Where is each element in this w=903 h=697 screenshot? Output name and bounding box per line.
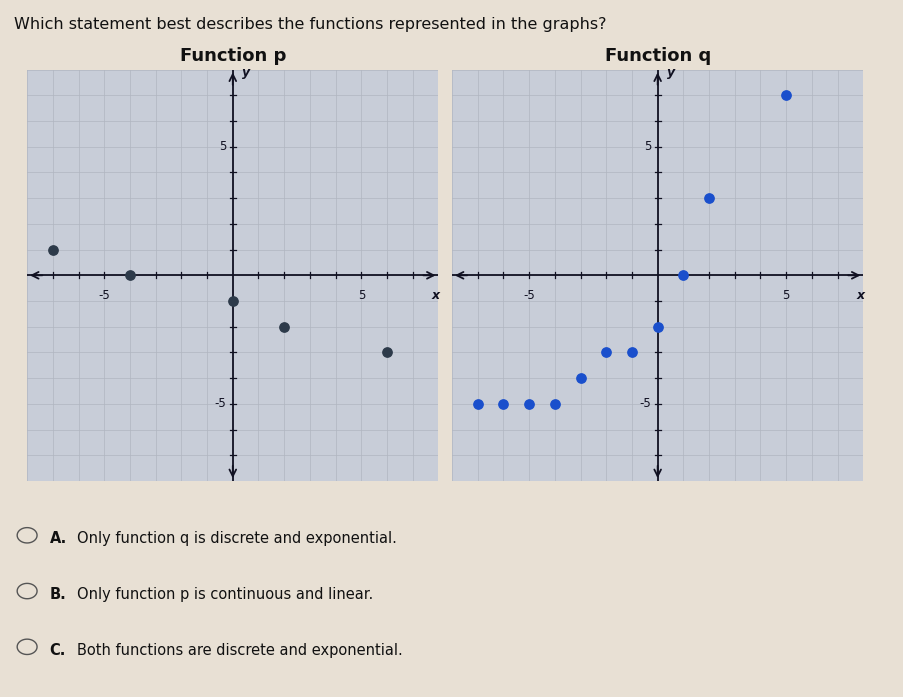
Point [276, 321, 291, 332]
Point [650, 321, 665, 332]
Text: x: x [856, 289, 864, 302]
Text: 5: 5 [358, 289, 365, 302]
Text: Only function p is continuous and linear.: Only function p is continuous and linear… [77, 587, 373, 602]
Text: -5: -5 [638, 397, 650, 411]
Text: Both functions are discrete and exponential.: Both functions are discrete and exponent… [77, 643, 402, 658]
Text: -5: -5 [523, 289, 535, 302]
Point [226, 296, 240, 307]
Title: Function p: Function p [180, 47, 285, 66]
Point [521, 398, 535, 409]
Text: 5: 5 [219, 140, 226, 153]
Point [624, 347, 638, 358]
Text: -5: -5 [98, 289, 110, 302]
Text: -5: -5 [214, 397, 226, 411]
Text: B.: B. [50, 587, 67, 602]
Point [45, 244, 60, 255]
Text: 5: 5 [782, 289, 789, 302]
Title: Function q: Function q [604, 47, 710, 66]
Point [599, 347, 613, 358]
Text: A.: A. [50, 531, 67, 546]
Point [573, 373, 587, 384]
Point [547, 398, 562, 409]
Text: Which statement best describes the functions represented in the graphs?: Which statement best describes the funct… [14, 17, 605, 33]
Point [675, 270, 690, 281]
Text: 5: 5 [643, 140, 650, 153]
Point [379, 347, 394, 358]
Text: y: y [666, 66, 674, 79]
Text: y: y [241, 66, 249, 79]
Text: C.: C. [50, 643, 66, 658]
Point [470, 398, 484, 409]
Point [123, 270, 137, 281]
Point [778, 90, 793, 101]
Point [701, 192, 715, 204]
Text: x: x [432, 289, 440, 302]
Text: Only function q is discrete and exponential.: Only function q is discrete and exponent… [77, 531, 396, 546]
Point [496, 398, 510, 409]
